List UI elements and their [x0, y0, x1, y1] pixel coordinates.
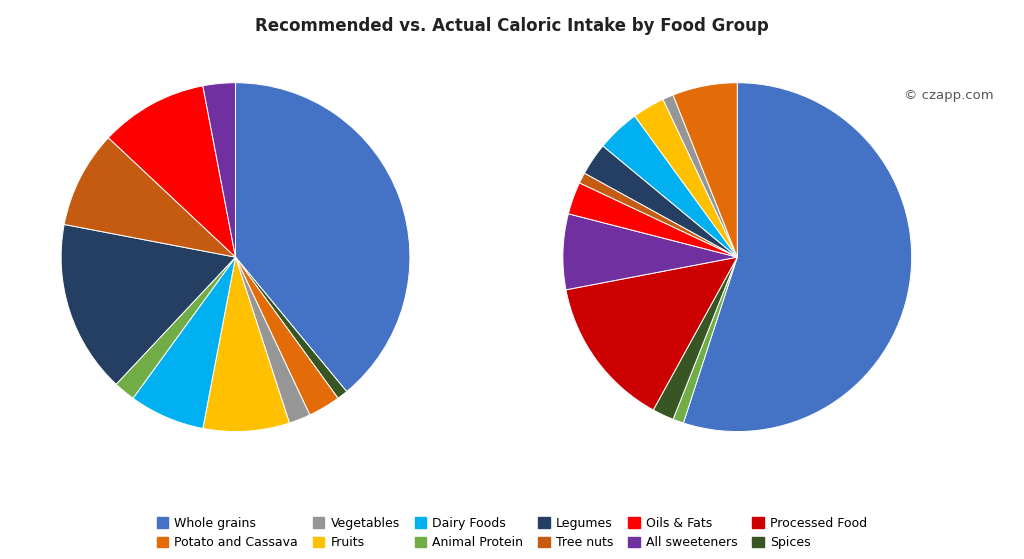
Wedge shape	[673, 257, 737, 423]
Wedge shape	[236, 257, 347, 398]
Wedge shape	[236, 257, 338, 415]
Legend: Whole grains, Potato and Cassava, Vegetables, Fruits, Dairy Foods, Animal Protei: Whole grains, Potato and Cassava, Vegeta…	[154, 513, 870, 553]
Wedge shape	[568, 183, 737, 257]
Wedge shape	[133, 257, 236, 428]
Wedge shape	[585, 146, 737, 257]
Wedge shape	[563, 214, 737, 290]
Wedge shape	[116, 257, 236, 398]
Wedge shape	[203, 257, 290, 432]
Wedge shape	[236, 257, 310, 423]
Wedge shape	[580, 173, 737, 257]
Wedge shape	[566, 257, 737, 410]
Wedge shape	[61, 225, 236, 384]
Wedge shape	[236, 83, 410, 391]
Text: © czapp.com: © czapp.com	[903, 89, 993, 102]
Wedge shape	[683, 83, 911, 432]
Wedge shape	[109, 86, 236, 257]
Wedge shape	[203, 83, 236, 257]
Wedge shape	[673, 83, 737, 257]
Wedge shape	[635, 100, 737, 257]
Text: Recommended vs. Actual Caloric Intake by Food Group: Recommended vs. Actual Caloric Intake by…	[255, 17, 769, 35]
Wedge shape	[653, 257, 737, 419]
Wedge shape	[65, 138, 236, 257]
Wedge shape	[663, 95, 737, 257]
Wedge shape	[603, 116, 737, 257]
